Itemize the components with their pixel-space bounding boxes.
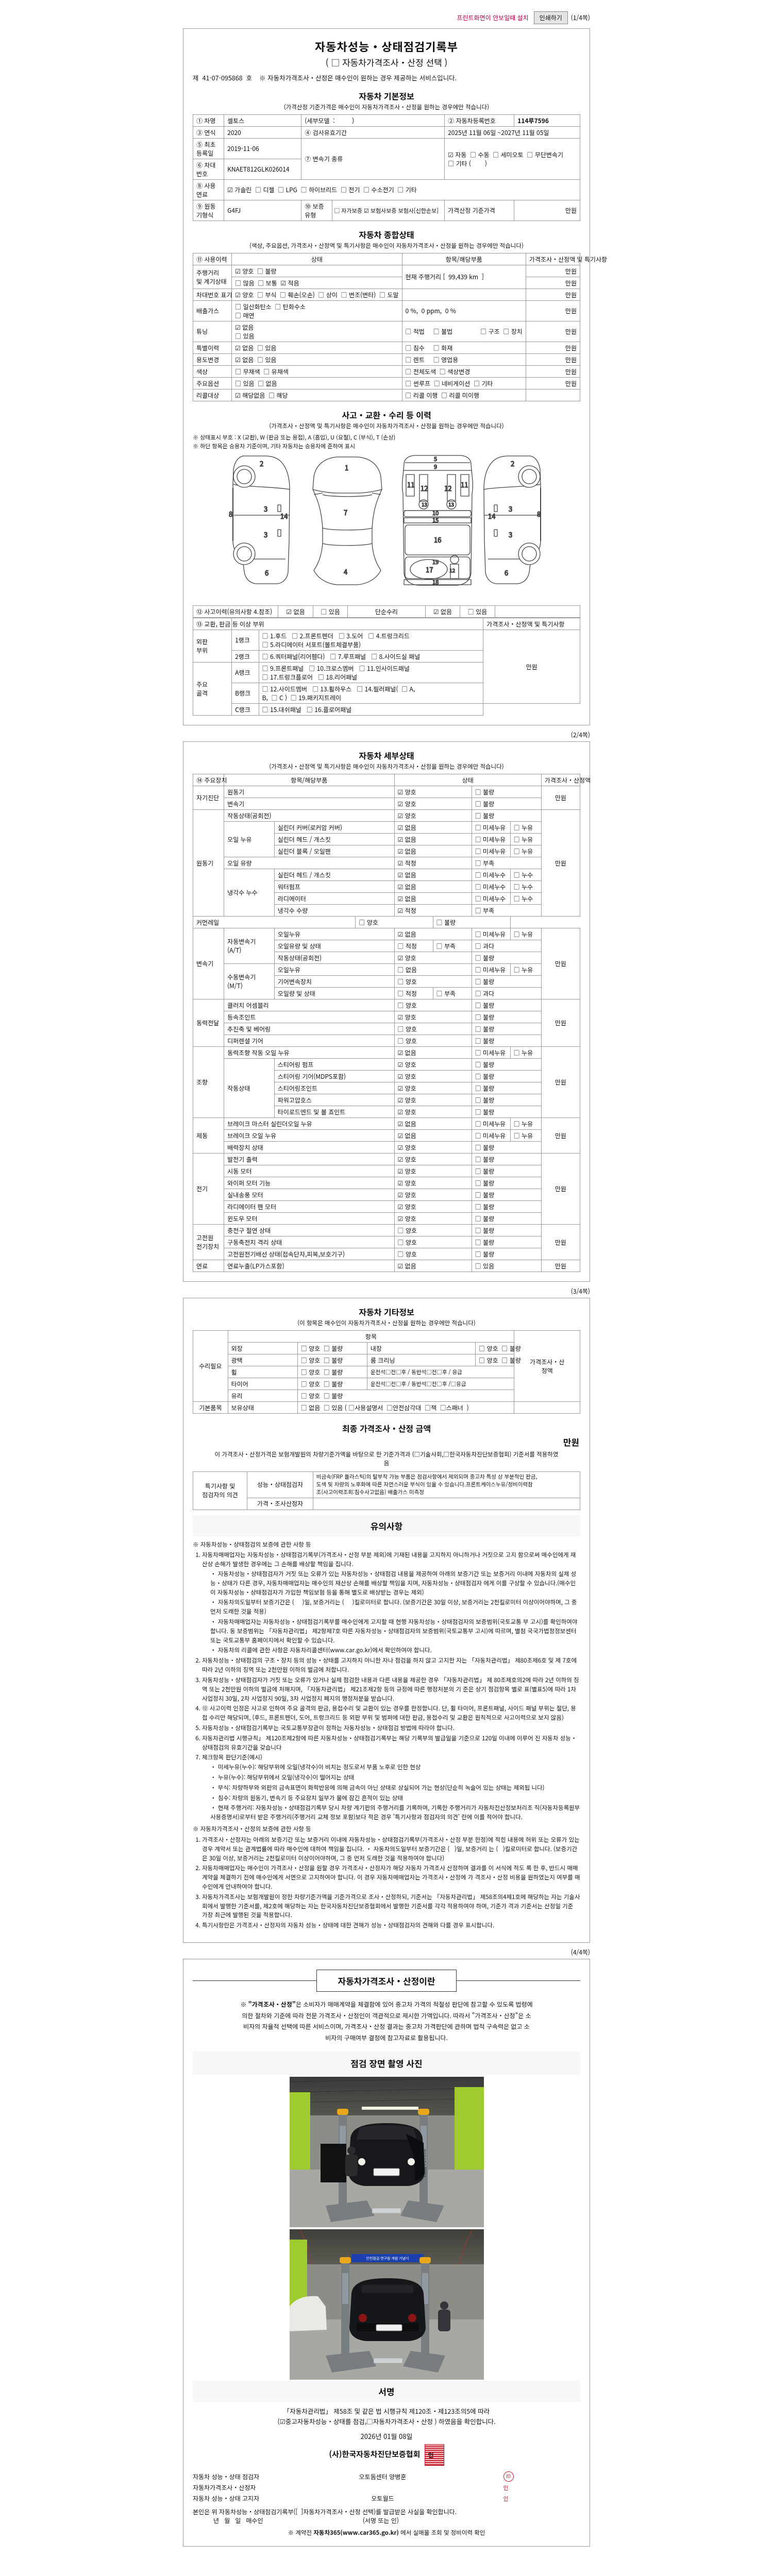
svg-text:15: 15 bbox=[432, 516, 439, 524]
svg-text:11: 11 bbox=[461, 480, 468, 489]
svg-text:13: 13 bbox=[448, 500, 454, 508]
svg-text:안전점검 연구원 개원 기념식: 안전점검 연구원 개원 기념식 bbox=[366, 2256, 409, 2261]
svg-text:9: 9 bbox=[434, 463, 437, 471]
svg-text:4: 4 bbox=[344, 567, 347, 577]
svg-text:14: 14 bbox=[488, 511, 495, 521]
svg-text:2: 2 bbox=[511, 459, 514, 468]
svg-text:6: 6 bbox=[265, 568, 268, 578]
svg-text:12: 12 bbox=[421, 483, 428, 493]
svg-text:16: 16 bbox=[434, 535, 441, 545]
svg-text:5: 5 bbox=[434, 455, 437, 463]
svg-text:19: 19 bbox=[432, 558, 439, 566]
svg-text:6: 6 bbox=[505, 568, 508, 578]
svg-text:11: 11 bbox=[407, 480, 414, 489]
svg-text:12: 12 bbox=[444, 483, 451, 493]
svg-text:8: 8 bbox=[537, 509, 541, 519]
svg-text:12: 12 bbox=[449, 566, 456, 574]
svg-text:3: 3 bbox=[264, 504, 267, 514]
svg-text:18: 18 bbox=[432, 578, 439, 586]
svg-text:8: 8 bbox=[229, 509, 232, 519]
svg-text:7: 7 bbox=[344, 507, 347, 517]
svg-text:3: 3 bbox=[264, 530, 267, 539]
svg-text:1: 1 bbox=[345, 463, 348, 472]
svg-text:3: 3 bbox=[509, 504, 512, 514]
svg-text:14: 14 bbox=[280, 511, 288, 521]
svg-text:3: 3 bbox=[509, 530, 512, 539]
svg-text:13: 13 bbox=[422, 500, 427, 508]
svg-text:2: 2 bbox=[260, 459, 263, 468]
svg-text:17: 17 bbox=[426, 565, 433, 574]
